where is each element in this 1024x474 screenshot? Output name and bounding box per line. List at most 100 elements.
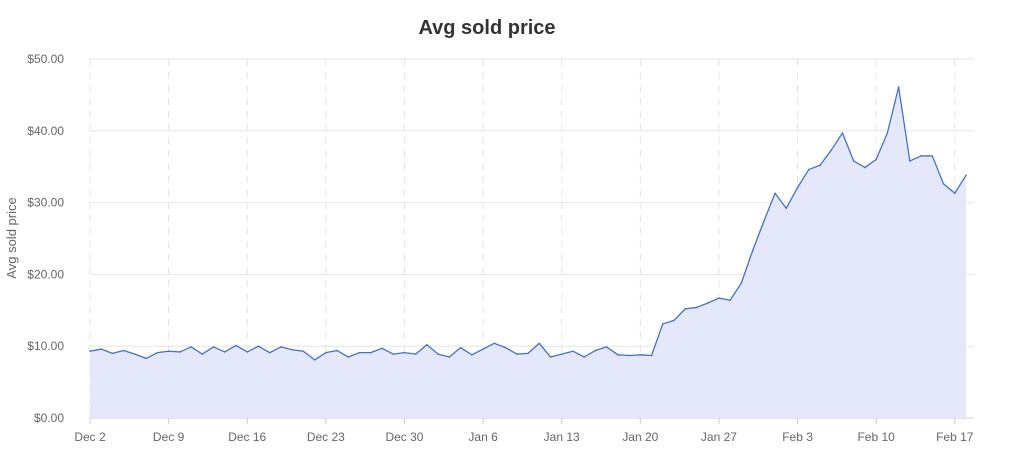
data-point (179, 351, 181, 353)
data-point (527, 352, 529, 355)
x-tick-label: Feb 10 (857, 430, 895, 444)
chart-title: Avg sold price (418, 17, 555, 39)
data-point (201, 353, 204, 355)
data-point (313, 359, 316, 361)
data-point (291, 348, 293, 351)
data-point (684, 308, 687, 310)
data-point (302, 350, 305, 353)
data-point (504, 346, 507, 349)
data-point (718, 297, 720, 299)
data-point (100, 348, 103, 350)
data-point (628, 354, 630, 357)
x-tick-label: Jan 13 (544, 430, 580, 444)
tick-layer: $0.00 $10.00 $20.00 $30.00 $40.00 $50.00 Dec 2… (27, 52, 973, 444)
data-point (774, 192, 776, 195)
area-layer (89, 86, 967, 418)
data-point (909, 160, 911, 162)
data-point (212, 346, 215, 348)
x-tick-label: Jan 6 (468, 430, 498, 444)
data-point (931, 155, 934, 157)
data-point (796, 186, 799, 189)
y-axis-label: Avg sold price (4, 197, 19, 278)
data-point (673, 319, 675, 322)
y-tick-label: $0.00 (34, 411, 64, 425)
data-point (942, 183, 945, 185)
data-point (426, 343, 428, 346)
data-point (268, 351, 271, 354)
data-point (381, 347, 383, 350)
data-point (280, 346, 282, 348)
data-point (167, 350, 170, 353)
data-point (336, 349, 338, 352)
x-tick-label: Dec 2 (74, 430, 106, 444)
data-point (549, 356, 552, 358)
data-point (729, 299, 731, 302)
x-tick-label: Jan 20 (622, 430, 658, 444)
data-point (134, 353, 136, 355)
y-tick-label: $40.00 (27, 124, 64, 138)
data-point (830, 149, 833, 151)
x-tick-label: Feb 17 (936, 430, 974, 444)
data-point (392, 353, 395, 355)
data-point (807, 168, 810, 171)
data-point (875, 158, 877, 161)
data-point (403, 351, 406, 354)
data-point (751, 249, 754, 252)
data-point (841, 132, 844, 134)
data-point (763, 220, 765, 223)
data-point (459, 346, 462, 349)
x-tick-label: Jan 27 (701, 430, 737, 444)
data-point (493, 342, 496, 345)
data-point (886, 132, 889, 134)
data-point (111, 352, 114, 355)
data-point (246, 351, 249, 353)
data-point (437, 353, 439, 355)
data-point (482, 348, 484, 350)
data-point (122, 349, 125, 352)
x-tick-label: Dec 9 (153, 430, 185, 444)
data-point (583, 356, 585, 358)
data-point (920, 155, 922, 157)
data-point (965, 174, 967, 177)
data-point (89, 350, 91, 353)
data-point (358, 351, 361, 354)
data-point (695, 306, 698, 309)
data-point (706, 302, 709, 304)
data-point (897, 86, 900, 88)
data-point (515, 353, 518, 355)
data-point (617, 354, 619, 356)
data-point (785, 207, 788, 210)
data-point (650, 354, 653, 357)
data-point (864, 166, 866, 169)
data-point (953, 192, 956, 195)
data-point (471, 354, 473, 356)
data-point (257, 345, 260, 348)
data-point (156, 351, 159, 354)
data-point (661, 323, 664, 325)
data-point (819, 164, 821, 167)
data-point (190, 346, 192, 348)
data-point (740, 282, 743, 284)
data-point (414, 353, 417, 355)
data-point (852, 160, 855, 162)
y-tick-label: $10.00 (27, 339, 64, 353)
data-point (369, 351, 372, 354)
x-tick-label: Dec 23 (307, 430, 345, 444)
y-tick-label: $30.00 (27, 196, 64, 210)
data-point (347, 356, 350, 358)
data-point (145, 357, 147, 360)
data-point (538, 342, 541, 345)
data-point (560, 353, 563, 355)
data-point (235, 344, 237, 347)
data-point (594, 349, 597, 352)
data-point (572, 350, 574, 353)
y-tick-label: $20.00 (27, 267, 64, 281)
series-area (90, 87, 966, 418)
data-point (605, 346, 608, 348)
x-tick-label: Feb 3 (782, 430, 813, 444)
x-tick-label: Dec 30 (385, 430, 423, 444)
data-point (223, 351, 226, 353)
y-tick-label: $50.00 (27, 52, 64, 66)
